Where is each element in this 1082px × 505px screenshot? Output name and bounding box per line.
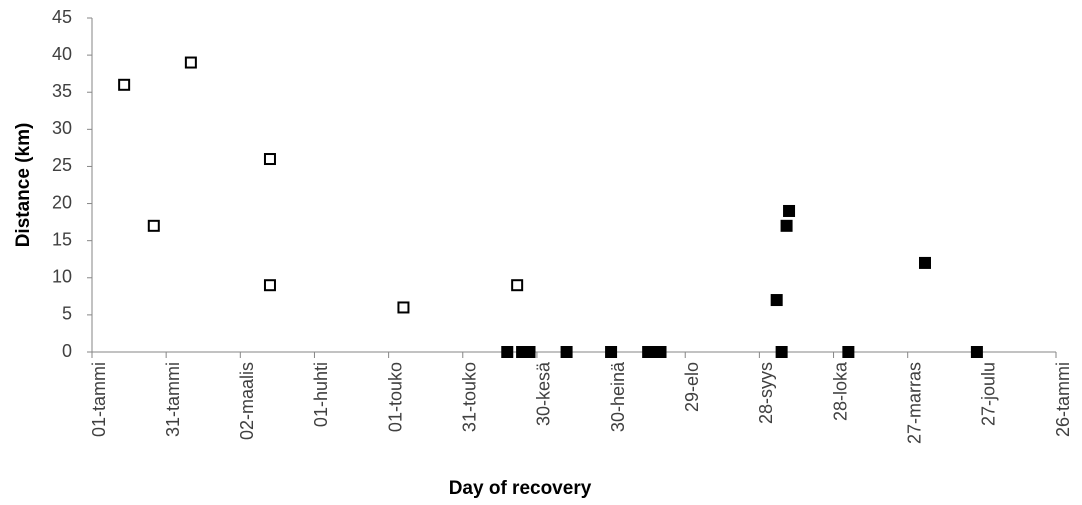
- y-tick-label: 15: [52, 229, 72, 249]
- x-tick-label: 01-tammi: [89, 362, 109, 437]
- x-tick-label: 26-tammi: [1053, 362, 1073, 437]
- point: [263, 153, 276, 166]
- point: [918, 256, 931, 269]
- point: [654, 346, 667, 358]
- y-tick-label: 25: [52, 155, 72, 175]
- point: [147, 219, 160, 232]
- point: [775, 346, 788, 358]
- point: [263, 279, 276, 292]
- y-tick-label: 20: [52, 192, 72, 212]
- x-tick-label: 30-heinä: [608, 361, 628, 432]
- x-tick-label: 29-elo: [682, 362, 702, 412]
- point: [970, 346, 983, 358]
- point: [523, 346, 536, 358]
- x-tick-label: 27-marras: [904, 362, 924, 444]
- x-tick-label: 27-joulu: [979, 362, 999, 426]
- point: [118, 78, 131, 91]
- x-tick-label: 31-tammi: [163, 362, 183, 437]
- x-tick-label: 28-syys: [756, 362, 776, 424]
- y-tick-label: 35: [52, 81, 72, 101]
- x-tick-label: 01-huhti: [311, 362, 331, 427]
- y-axis-title: Distance (km): [13, 123, 34, 248]
- x-axis-title: Day of recovery: [449, 478, 592, 499]
- x-tick-label: 31-touko: [460, 362, 480, 432]
- y-tick-label: 10: [52, 267, 72, 287]
- y-tick-label: 5: [62, 304, 72, 324]
- y-tick-label: 30: [52, 118, 72, 138]
- y-tick-label: 40: [52, 44, 72, 64]
- y-tick-label: 0: [62, 341, 72, 361]
- x-tick-label: 01-touko: [385, 362, 405, 432]
- point: [501, 346, 514, 358]
- point: [842, 346, 855, 358]
- point: [783, 204, 796, 217]
- point: [511, 279, 524, 292]
- point: [605, 346, 618, 358]
- point: [184, 56, 197, 69]
- point: [397, 301, 410, 314]
- point: [560, 346, 573, 358]
- point: [780, 219, 793, 232]
- point: [770, 294, 783, 307]
- x-tick-label: 28-loka: [830, 361, 850, 421]
- x-tick-label: 02-maalis: [237, 362, 257, 440]
- x-tick-label: 30-kesä: [534, 361, 554, 426]
- y-tick-label: 45: [52, 7, 72, 27]
